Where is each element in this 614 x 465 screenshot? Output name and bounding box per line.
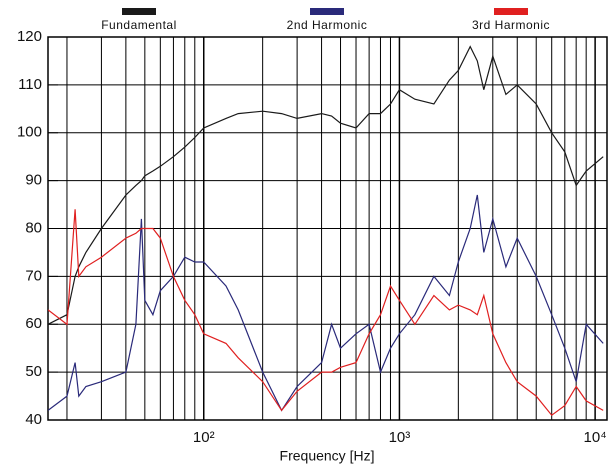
y-tick-label: 100 (17, 124, 42, 141)
x-axis-label: Frequency [Hz] (280, 448, 375, 464)
legend-swatch (494, 8, 528, 15)
y-tick-label: 110 (18, 76, 42, 93)
y-tick-label: 70 (25, 267, 42, 284)
legend-swatch (310, 8, 344, 15)
y-tick-label: 120 (17, 28, 42, 45)
legend-label: Fundamental (101, 18, 177, 32)
y-tick-label: 40 (25, 411, 42, 428)
legend-label: 3rd Harmonic (472, 18, 550, 32)
y-tick-label: 50 (25, 363, 42, 380)
series-line (48, 194, 604, 412)
y-tick-label: 60 (25, 315, 42, 332)
x-tick-label: 10³ (389, 429, 411, 446)
y-tick-label: 80 (25, 219, 42, 236)
x-tick-label: 10² (193, 429, 215, 446)
plot-frame (47, 36, 608, 421)
legend-label: 2nd Harmonic (287, 18, 368, 32)
series-line (48, 45, 604, 325)
x-tick-label: 10⁴ (584, 429, 607, 446)
series-line (48, 209, 604, 417)
legend-swatch (122, 8, 156, 15)
y-tick-label: 90 (25, 172, 42, 189)
